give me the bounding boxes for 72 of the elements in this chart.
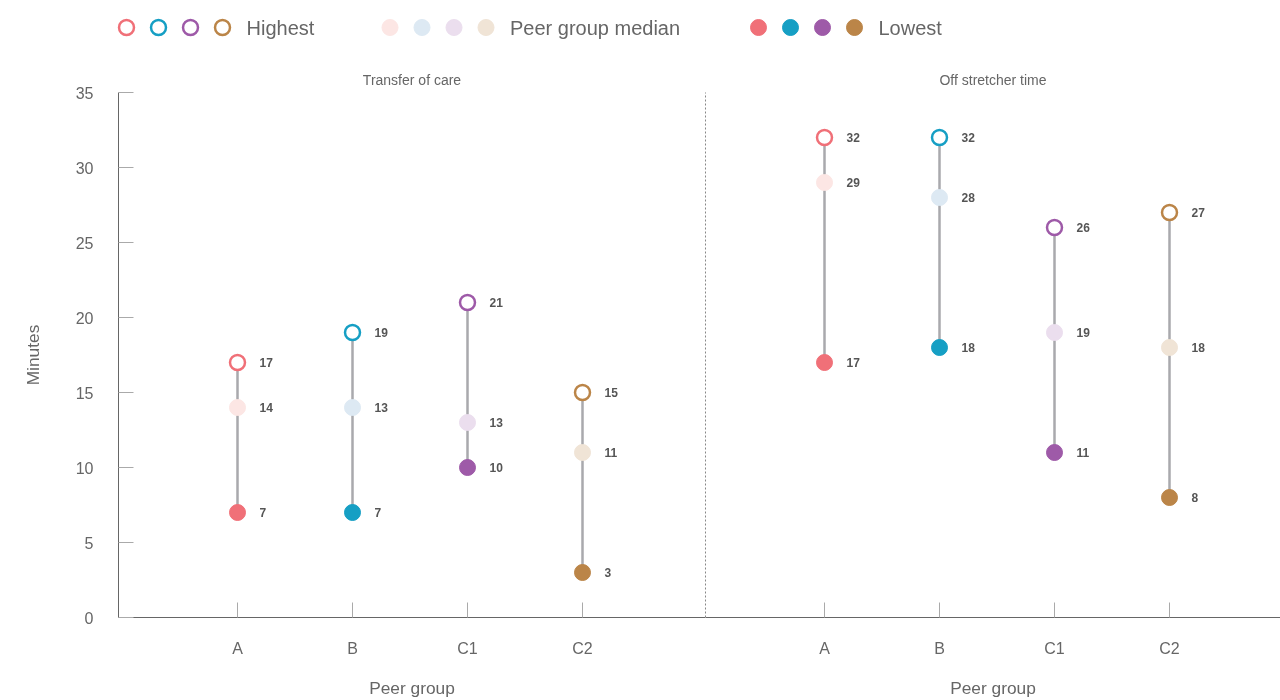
point — [931, 189, 948, 206]
x-axis-title: Peer group — [369, 677, 455, 698]
point — [344, 504, 361, 521]
text: 17 — [259, 356, 273, 370]
text: 13 — [489, 416, 503, 430]
data-label: 18 — [961, 341, 976, 355]
data-label: 29 — [846, 176, 861, 190]
y-axis-title: Minutes — [22, 324, 43, 386]
data-label: 26 — [1076, 221, 1091, 235]
y-tick-label: 10 — [75, 459, 94, 477]
point — [343, 323, 362, 342]
point — [815, 128, 834, 147]
point — [228, 353, 247, 372]
text: 11 — [604, 446, 618, 460]
point — [931, 339, 948, 356]
point — [459, 459, 476, 476]
text: 3 — [604, 566, 612, 580]
y-tick-label: 30 — [75, 159, 94, 177]
text: 15 — [604, 386, 618, 400]
point — [573, 383, 592, 402]
data-label: 18 — [1191, 341, 1206, 355]
data-label: 28 — [961, 191, 976, 205]
data-label: 11 — [1076, 446, 1090, 460]
point — [930, 128, 949, 147]
legend-label: Peer group median — [510, 16, 681, 39]
text: 19 — [374, 326, 388, 340]
point — [1046, 444, 1063, 461]
y-tick-label: 0 — [84, 609, 94, 627]
data-label: 32 — [846, 131, 861, 145]
point — [229, 399, 246, 416]
x-tick-label: B — [934, 639, 945, 657]
point — [574, 564, 591, 581]
chart-title: Transfer of care — [362, 71, 462, 88]
point — [458, 293, 477, 312]
point — [816, 174, 833, 191]
text: 14 — [259, 401, 273, 415]
data-label: 8 — [1191, 491, 1199, 505]
y-tick-label: 15 — [75, 384, 94, 402]
x-tick-label: B — [347, 639, 358, 657]
text: 7 — [259, 506, 267, 520]
x-tick-label: A — [232, 639, 244, 657]
data-label: 32 — [961, 131, 976, 145]
text: 10 — [489, 461, 503, 475]
y-tick-label: 20 — [75, 309, 94, 327]
point — [816, 354, 833, 371]
text: 13 — [374, 401, 388, 415]
y-tick-label: 35 — [75, 84, 94, 102]
y-tick-label: 25 — [75, 234, 94, 252]
x-axis-title: Peer group — [950, 677, 1036, 698]
chart-title: Off stretcher time — [939, 71, 1047, 88]
legend-label: Lowest — [878, 16, 943, 39]
point — [1161, 339, 1178, 356]
data-label: 19 — [1076, 326, 1091, 340]
point — [459, 414, 476, 431]
data-label: 17 — [846, 356, 861, 370]
x-tick-label: C2 — [1159, 639, 1180, 657]
y-tick-label: 5 — [84, 534, 94, 552]
text: 7 — [374, 506, 382, 520]
point — [1160, 203, 1179, 222]
point — [1161, 489, 1178, 506]
legend-label: Highest — [246, 16, 315, 39]
x-tick-label: C1 — [457, 639, 478, 657]
x-tick-label: C1 — [1044, 639, 1065, 657]
x-tick-label: C2 — [572, 639, 593, 657]
data-label: 27 — [1191, 206, 1206, 220]
point — [1045, 218, 1064, 237]
text: 21 — [489, 296, 503, 310]
x-tick-label: A — [819, 639, 831, 657]
point — [344, 399, 361, 416]
point — [1046, 324, 1063, 341]
point — [229, 504, 246, 521]
point — [574, 444, 591, 461]
